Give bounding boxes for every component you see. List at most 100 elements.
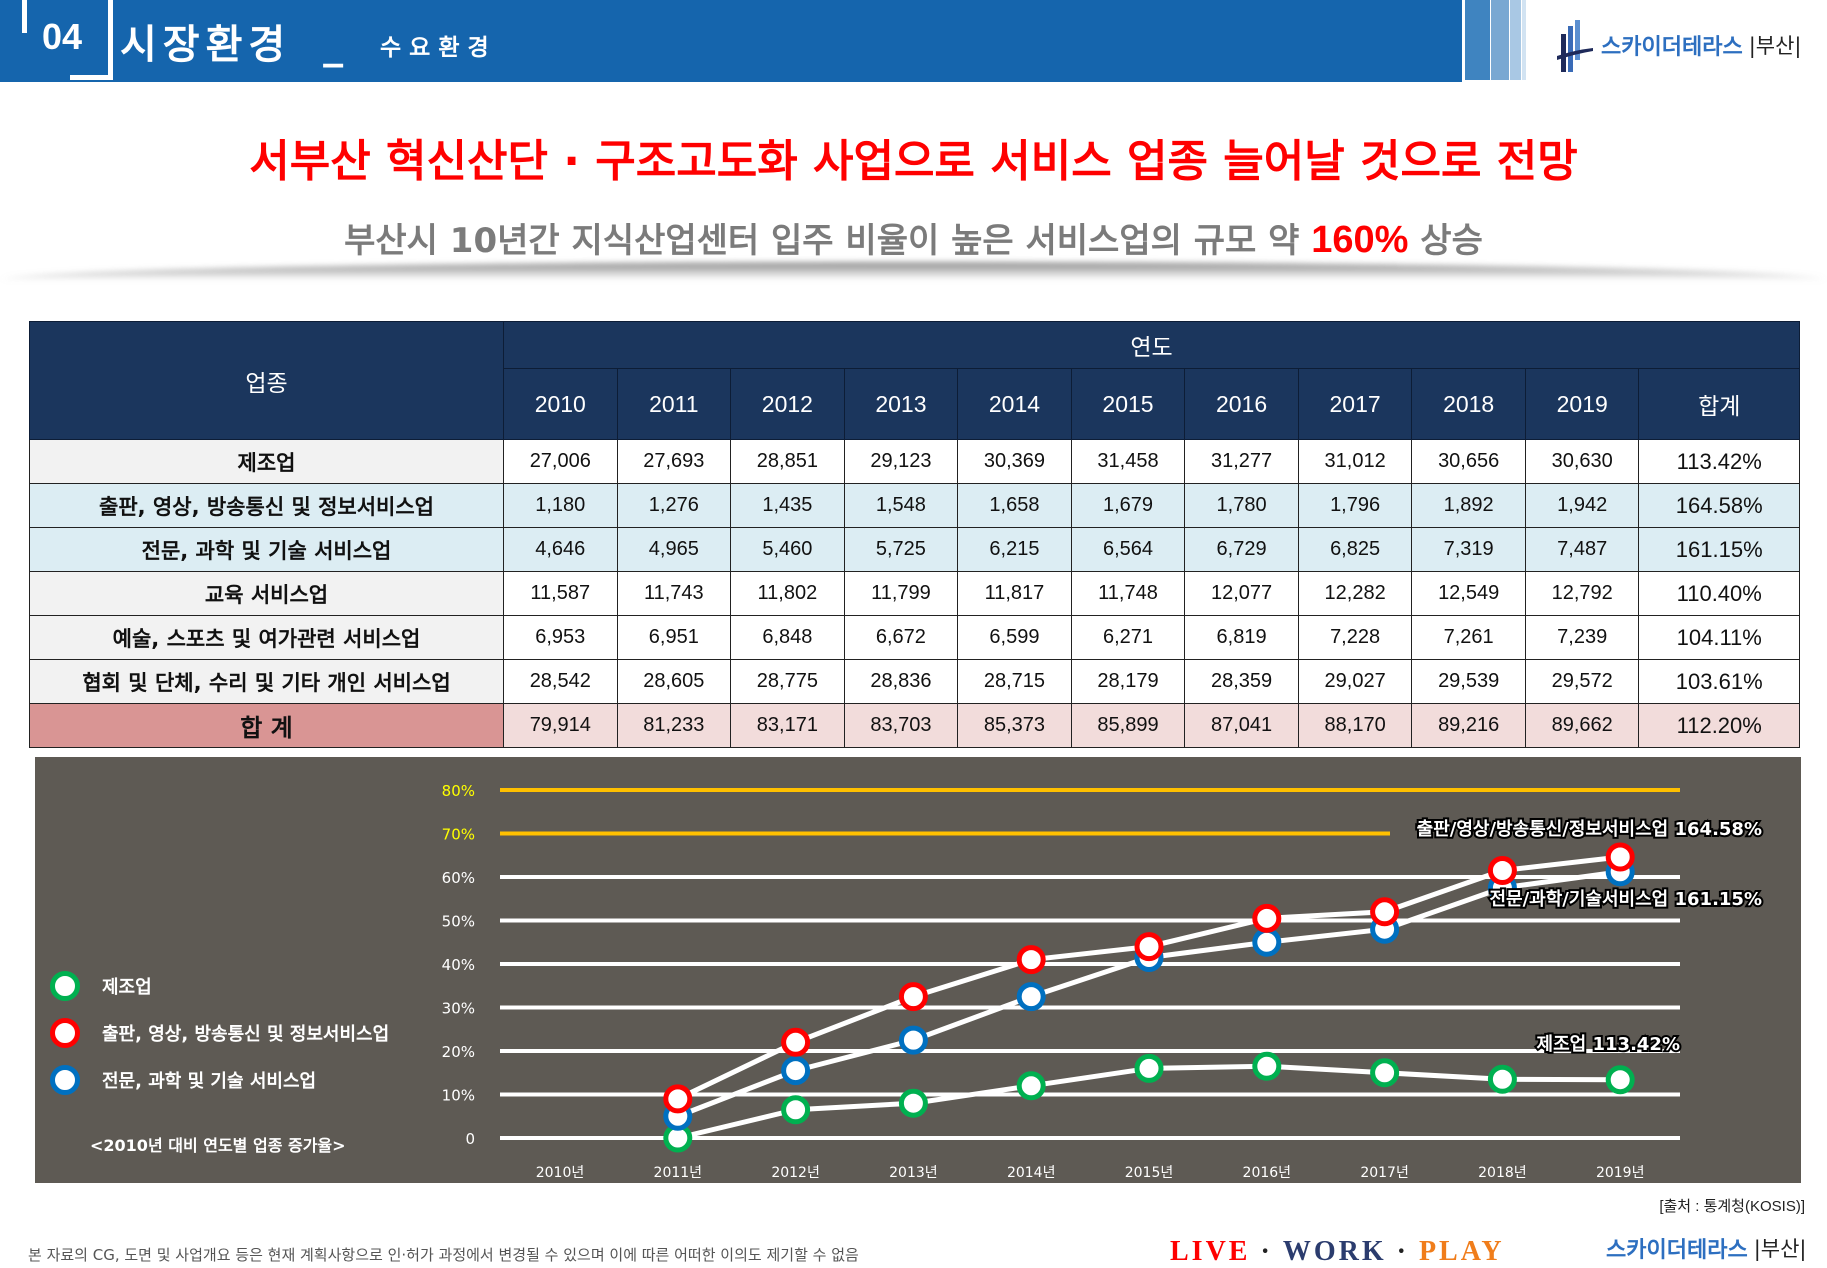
header-stripe [1510, 0, 1521, 80]
data-point [1016, 945, 1046, 975]
slogan-live: LIVE [1170, 1236, 1251, 1267]
legend-label: 출판, 영상, 방송통신 및 정보서비스업 [102, 1023, 390, 1045]
brand-name: 스카이더테라스 [1601, 35, 1743, 60]
row-value: 30,369 [957, 439, 1072, 484]
table-row: 교육 서비스업 11,587 11,743 11,802 11,799 11,817 11,… [29, 571, 1800, 616]
data-point [1370, 897, 1400, 927]
row-value: 12,282 [1297, 571, 1413, 616]
x-tick-label: 2015년 [1125, 1165, 1174, 1181]
row-value: 85,899 [1070, 703, 1186, 748]
row-value: 31,458 [1070, 439, 1186, 484]
row-category: 교육 서비스업 [29, 571, 504, 616]
y-tick-label: 80% [442, 782, 475, 800]
row-value: 11,743 [616, 571, 732, 616]
row-value: 85,373 [957, 703, 1072, 748]
row-value: 7,228 [1297, 615, 1413, 660]
row-value: 28,715 [957, 659, 1072, 704]
data-point [1134, 1053, 1164, 1083]
header-year: 2018 [1411, 368, 1526, 440]
row-category: 합 계 [29, 703, 504, 748]
row-category: 예술, 스포츠 및 여가관련 서비스업 [29, 615, 504, 660]
row-value: 28,542 [503, 659, 618, 704]
row-value: 6,215 [957, 527, 1072, 572]
row-value: 6,825 [1297, 527, 1413, 572]
row-value: 7,319 [1411, 527, 1526, 572]
legend-item: 전문, 과학 및 기술 서비스업 [50, 1056, 389, 1103]
x-tick-label: 2011년 [654, 1165, 703, 1181]
row-value: 6,599 [957, 615, 1072, 660]
y-tick-label: 0 [465, 1130, 475, 1148]
row-value: 28,851 [730, 439, 845, 484]
table-row: 전문, 과학 및 기술 서비스업 4,646 4,965 5,460 5,725 6,21… [29, 527, 1800, 572]
row-value: 29,539 [1411, 659, 1526, 704]
row-value: 12,549 [1411, 571, 1526, 616]
row-value: 31,012 [1297, 439, 1413, 484]
growth-chart: 0 10% 20% 30% 40% 50% 60% 70% 80% 2010년 2011년 2012년… [35, 757, 1801, 1183]
row-value: 31,277 [1184, 439, 1299, 484]
footer-brand-name: 스카이더테라스 [1606, 1238, 1748, 1263]
row-value: 27,693 [616, 439, 732, 484]
section-frame [22, 0, 113, 80]
row-value: 1,892 [1411, 483, 1526, 528]
data-point [1134, 932, 1164, 962]
headline: 서부산 혁신산단 · 구조고도화 사업으로 서비스 업종 늘어날 것으로 전망 [249, 136, 1578, 187]
row-value: 28,836 [843, 659, 959, 704]
legend-item: 출판, 영상, 방송통신 및 정보서비스업 [50, 1009, 389, 1056]
data-point [1016, 982, 1046, 1012]
row-value: 5,725 [843, 527, 959, 572]
row-value: 1,796 [1297, 483, 1413, 528]
row-value: 81,233 [616, 703, 732, 748]
row-value: 1,942 [1524, 483, 1640, 528]
slogan-work: WORK [1282, 1236, 1387, 1267]
row-value: 89,662 [1524, 703, 1640, 748]
legend-label: 전문, 과학 및 기술 서비스업 [102, 1070, 317, 1092]
row-value: 11,587 [503, 571, 618, 616]
row-category: 협회 및 단체, 수리 및 기타 개인 서비스업 [29, 659, 504, 704]
divider-shadow [0, 262, 1827, 280]
industry-table: 업종 연도 2010 2011 2012 2013 2014 2015 2016 2017 20… [29, 321, 1800, 748]
row-value: 30,630 [1524, 439, 1640, 484]
header-year: 2011 [616, 368, 732, 440]
row-value: 1,180 [503, 483, 618, 528]
data-point [1605, 842, 1635, 872]
disclaimer: 본 자료의 CG, 도면 및 사업개요 등은 현재 계획사항으로 인·허가 과정… [28, 1246, 859, 1264]
data-point [781, 1027, 811, 1057]
row-value: 28,605 [616, 659, 732, 704]
header-year: 합계 [1638, 368, 1800, 440]
row-value: 88,170 [1297, 703, 1413, 748]
header-year: 2010 [503, 368, 618, 440]
legend-marker-icon [50, 1064, 80, 1095]
subheadline-suffix: 상승 [1408, 221, 1483, 261]
section-number: 04 [42, 16, 83, 57]
legend-marker-icon [50, 1017, 80, 1048]
header-year: 2016 [1184, 368, 1299, 440]
row-total: 161.15% [1638, 527, 1800, 572]
header-year: 2013 [843, 368, 959, 440]
header-years-group: 연도 [503, 321, 1800, 369]
building-logo-icon [1557, 20, 1593, 72]
row-value: 87,041 [1184, 703, 1299, 748]
subheadline-highlight: 160% [1311, 219, 1409, 261]
row-value: 7,261 [1411, 615, 1526, 660]
table-row: 합 계 79,914 81,233 83,171 83,703 85,373 85,899 8… [29, 703, 1800, 748]
row-value: 11,748 [1070, 571, 1186, 616]
data-point [898, 1088, 928, 1118]
data-point [898, 1025, 928, 1055]
header-stripe [1491, 0, 1509, 80]
header-year: 2014 [957, 368, 1072, 440]
slogan-play: PLAY [1418, 1236, 1505, 1267]
row-value: 6,672 [843, 615, 959, 660]
table-row: 제조업 27,006 27,693 28,851 29,123 30,369 31,458 3… [29, 439, 1800, 484]
section-title: 시장환경 _ [120, 12, 349, 70]
footer-brand-city: |부산| [1753, 1237, 1807, 1261]
subheadline: 부산시 10년간 지식산업센터 입주 비율이 높은 서비스업의 규모 약 160… [0, 213, 1827, 262]
row-total: 104.11% [1638, 615, 1800, 660]
row-value: 6,951 [616, 615, 732, 660]
header-stripe [1465, 0, 1490, 80]
y-tick-label: 20% [442, 1043, 475, 1061]
x-tick-label: 2019년 [1596, 1165, 1645, 1181]
row-value: 83,171 [730, 703, 845, 748]
x-tick-label: 2016년 [1243, 1165, 1292, 1181]
legend-marker-icon [50, 970, 80, 1001]
row-value: 1,276 [616, 483, 732, 528]
